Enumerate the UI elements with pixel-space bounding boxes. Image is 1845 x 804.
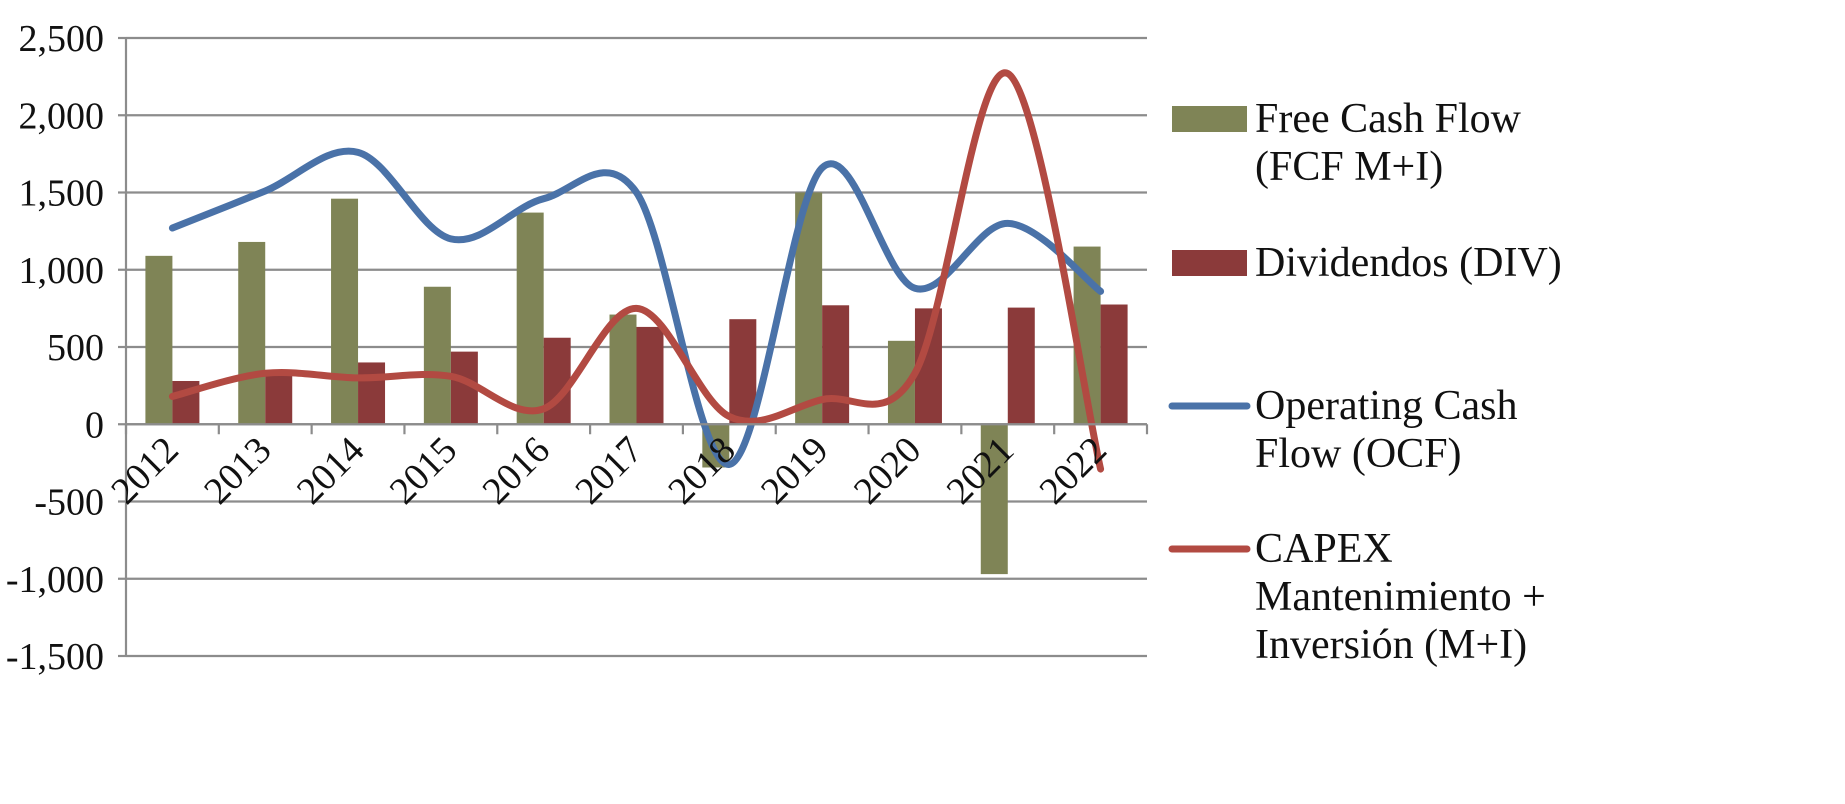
y-tick-label: 1,500: [19, 173, 105, 215]
legend-label: Flow (OCF): [1255, 431, 1462, 477]
x-tick-label: 2013: [196, 429, 279, 512]
legend-label: Dividendos (DIV): [1255, 240, 1562, 286]
x-tick-label: 2012: [103, 429, 186, 512]
bar-div: [1100, 304, 1128, 425]
bar-fcf: [331, 198, 359, 425]
bar-div: [543, 337, 571, 425]
x-tick-label: 2017: [567, 429, 650, 512]
bar-div: [358, 362, 386, 425]
bar-div: [822, 305, 850, 425]
legend-label: Inversión (M+I): [1255, 622, 1527, 668]
x-tick-label: 2019: [753, 429, 836, 512]
x-axis-ticks: 2012 2013 2014 2015 2016 2017 2018 2019 2020 2021…: [103, 429, 1115, 512]
legend-swatch: [1172, 106, 1247, 132]
bar-div: [265, 374, 293, 425]
y-tick-label: -1,000: [6, 559, 104, 601]
legend: Free Cash Flow(FCF M+I) Dividendos (DIV) O…: [1168, 96, 1562, 668]
bar-fcf: [423, 286, 451, 425]
legend-label: Free Cash Flow: [1255, 96, 1522, 142]
x-tick-label: 2022: [1032, 429, 1115, 512]
x-tick-label: 2016: [475, 429, 558, 512]
line-capex: [168, 69, 1105, 473]
y-tick-label: -500: [34, 482, 104, 524]
lines: [168, 69, 1105, 473]
legend-label: Operating Cash: [1255, 383, 1517, 429]
x-tick-label: 2014: [289, 429, 372, 512]
axes: [124, 38, 1149, 656]
legend-label: (FCF M+I): [1255, 144, 1443, 190]
bar-fcf: [516, 212, 544, 425]
y-tick-label: 0: [85, 404, 104, 446]
bar-fcf: [145, 255, 173, 425]
x-tick-label: 2020: [846, 429, 929, 512]
x-tick-label: 2018: [660, 429, 743, 512]
y-tick-label: 2,000: [19, 95, 105, 137]
bar-fcf: [980, 424, 1008, 575]
y-tick-label: 2,500: [19, 18, 105, 60]
bar-fcf: [238, 241, 266, 425]
bar-div: [636, 326, 664, 425]
bar-fcf: [609, 314, 637, 425]
legend-swatch: [1172, 250, 1247, 276]
y-tick-label: 500: [47, 327, 104, 369]
legend-label: CAPEX: [1255, 526, 1393, 572]
x-tick-label: 2021: [939, 429, 1022, 512]
legend-label: Mantenimiento +: [1255, 574, 1546, 620]
legend-item: Dividendos (DIV): [1172, 240, 1562, 286]
bar-div: [1007, 307, 1035, 425]
x-tick-label: 2015: [382, 429, 465, 512]
y-axis-ticks: 2,500 2,000 1,500 1,000 500 0 -500 -1,000 -1,500: [6, 18, 104, 678]
y-tick-label: -1,500: [6, 636, 104, 678]
bar-div: [729, 319, 757, 425]
y-tick-label: 1,000: [19, 250, 105, 292]
bars: [145, 192, 1128, 575]
legend-item: Free Cash Flow(FCF M+I): [1172, 96, 1522, 190]
